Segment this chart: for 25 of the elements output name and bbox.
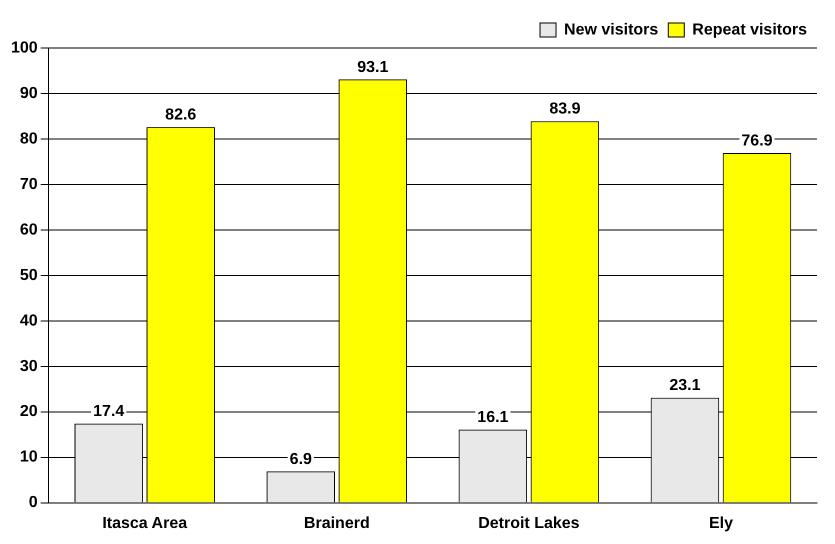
x-tick-label: Ely	[708, 514, 734, 532]
x-tick-label: Itasca Area	[102, 514, 188, 532]
y-tick-label: 80	[20, 130, 38, 148]
data-label: 17.4	[93, 403, 124, 420]
x-tick-label: Brainerd	[304, 514, 370, 532]
data-label: 23.1	[669, 377, 701, 394]
data-label: 6.9	[290, 450, 312, 468]
data-label: 16.1	[477, 408, 509, 426]
data-label: 93.1	[357, 58, 388, 76]
y-tick-label: 20	[20, 403, 38, 420]
y-tick-label: 90	[20, 84, 38, 102]
data-label: 83.9	[549, 100, 581, 118]
y-tick-label: 100	[10, 39, 38, 56]
data-label: 76.9	[741, 132, 773, 150]
y-tick-label: 50	[20, 266, 38, 284]
y-tick-label: 0	[28, 494, 38, 512]
y-tick-label: 60	[20, 221, 38, 238]
y-tick-label: 40	[20, 312, 38, 330]
x-tick-label: Detroit Lakes	[478, 514, 580, 532]
data-label: 82.6	[165, 106, 196, 124]
y-tick-label: 70	[20, 176, 38, 193]
legend-label: New visitors	[564, 21, 658, 38]
y-tick-label: 10	[20, 448, 38, 466]
legend-label: Repeat visitors	[692, 21, 808, 38]
y-tick-label: 30	[20, 358, 38, 375]
